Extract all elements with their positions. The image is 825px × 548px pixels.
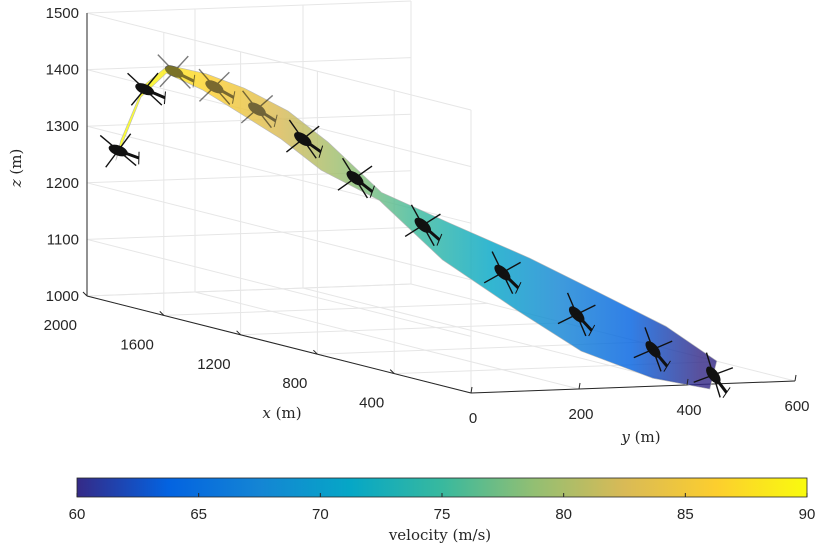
x-tick-label: 400 <box>359 395 384 412</box>
grid-line <box>194 291 580 390</box>
z-tick-label: 1500 <box>46 5 79 22</box>
y-axis-label: y (m) <box>620 428 660 446</box>
x-axis-line <box>86 295 472 394</box>
helicopter-icon <box>127 72 166 106</box>
y-tick-label: 200 <box>568 406 593 423</box>
helicopter-icon <box>337 157 375 199</box>
colorbar-tick-label: 65 <box>190 506 207 523</box>
helicopter-icon <box>483 251 522 294</box>
grid-line <box>240 322 565 336</box>
helicopter-icon <box>240 90 278 129</box>
grid-lines <box>86 0 796 394</box>
grid-line <box>163 302 488 316</box>
z-tick-label: 1100 <box>47 231 79 248</box>
y-tick-mark <box>794 374 797 382</box>
colorbar-tick-label: 75 <box>434 506 451 523</box>
colorbar-label: velocity (m/s) <box>388 526 491 544</box>
helicopter-icon <box>404 204 443 247</box>
colorbar-tick-label: 60 <box>69 506 86 523</box>
grid-line <box>302 287 688 386</box>
helicopter-markers <box>99 54 734 399</box>
z-tick-label: 1000 <box>46 288 79 305</box>
grid-line <box>86 12 472 111</box>
helicopter-icon <box>198 68 236 105</box>
helicopter-icon <box>157 54 196 89</box>
y-tick-mark <box>470 386 473 394</box>
grid-line <box>86 283 412 297</box>
helicopter-icon <box>99 133 140 168</box>
x-tick-label: 1600 <box>120 336 153 353</box>
x-axis-label: x (m) <box>262 404 301 422</box>
grid-line <box>86 238 472 337</box>
colorbar-ticks: 60 65 70 75 80 85 90 <box>69 493 816 523</box>
axis-ticks: 1500140013001200110010002000160012008004… <box>44 5 810 427</box>
z-tick-label: 1300 <box>46 118 79 135</box>
y-tick-mark <box>686 378 689 386</box>
z-axis-label: z (m) <box>7 149 25 189</box>
grid-line <box>86 0 412 14</box>
y-axis-line <box>470 380 796 394</box>
y-tick-label: 400 <box>676 402 701 419</box>
grid-line <box>86 182 472 281</box>
colorbar-tick-label: 80 <box>555 506 572 523</box>
x-tick-label: 1200 <box>197 356 230 373</box>
helicopter-icon <box>693 352 734 399</box>
ribbon-surface <box>115 64 718 390</box>
z-tick-label: 1400 <box>46 62 79 79</box>
x-tick-mark <box>82 291 88 297</box>
x-tick-label: 800 <box>282 375 307 392</box>
y-tick-label: 0 <box>469 410 477 427</box>
x-tick-label: 2000 <box>44 317 77 334</box>
helicopter-icon <box>557 292 596 337</box>
colorbar-tick-label: 90 <box>799 506 816 523</box>
grid-line <box>86 57 412 71</box>
helicopter-icon <box>285 119 324 159</box>
colorbar: 60 65 70 75 80 85 90 velocity (m/s) <box>69 477 816 544</box>
grid-line <box>86 226 412 240</box>
z-tick-label: 1200 <box>46 175 79 192</box>
colorbar-tick-label: 70 <box>312 506 329 523</box>
x-tick-mark <box>313 349 318 355</box>
x-tick-mark <box>159 311 165 316</box>
x-tick-mark <box>236 330 241 336</box>
y-tick-label: 600 <box>784 398 809 415</box>
colorbar-tick-label: 85 <box>677 506 694 523</box>
y-tick-mark <box>578 382 581 390</box>
helicopter-icon <box>633 327 673 372</box>
x-tick-mark <box>389 369 395 374</box>
grid-line <box>86 113 412 127</box>
trajectory-ribbon <box>115 64 718 390</box>
